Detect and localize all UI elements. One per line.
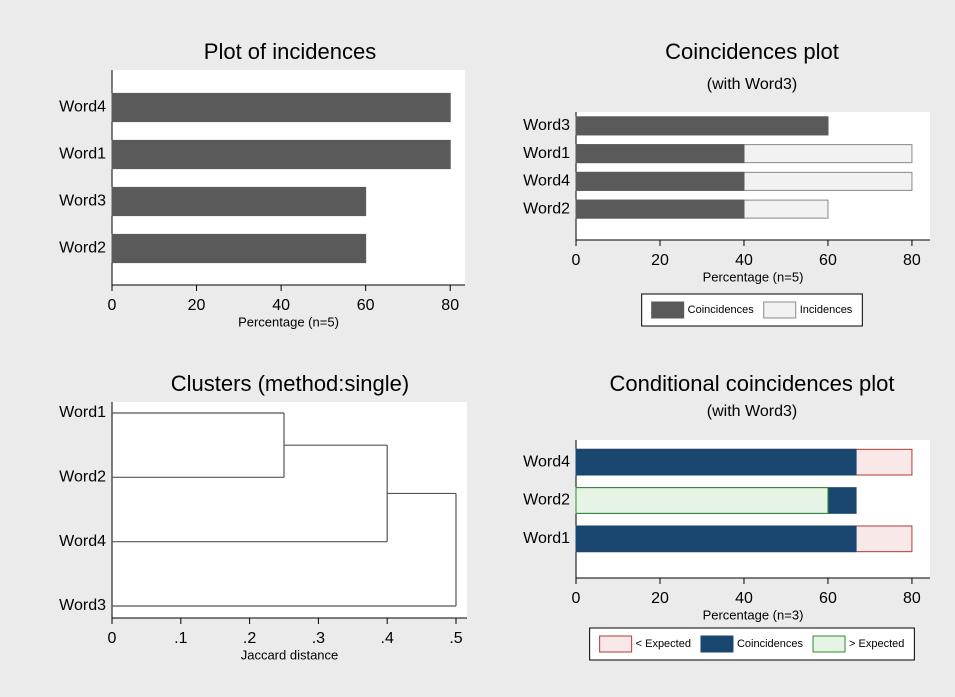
x-axis-title: Percentage (n=3): [703, 607, 804, 622]
x-tick-label: 40: [272, 297, 290, 314]
y-tick-label: Word3: [59, 193, 106, 210]
y-tick-label: Word4: [59, 533, 106, 550]
bar: [111, 92, 451, 123]
x-tick-label: .3: [312, 630, 325, 647]
x-tick-label: 40: [735, 590, 753, 607]
legend-swatch: [700, 635, 734, 653]
y-tick-label: Word1: [59, 146, 106, 163]
y-tick-label: Word3: [523, 117, 570, 134]
x-axis-title: Percentage (n=5): [238, 314, 339, 329]
x-tick-label: 20: [651, 252, 669, 269]
x-tick-label: 0: [572, 590, 581, 607]
x-tick-label: 80: [903, 590, 921, 607]
bar: [111, 139, 451, 170]
y-tick-label: Word1: [59, 404, 106, 421]
y-tick-label: Word4: [59, 99, 106, 116]
x-tick-label: 20: [188, 297, 206, 314]
y-tick-label: Word1: [523, 145, 570, 162]
x-tick-label: 60: [357, 297, 375, 314]
bar: [111, 233, 367, 264]
legend: [589, 627, 915, 661]
legend-swatch: [812, 635, 846, 653]
bar: [575, 171, 745, 191]
y-tick-label: Word1: [523, 530, 570, 547]
x-tick-label: 80: [903, 252, 921, 269]
x-tick-label: 40: [735, 252, 753, 269]
y-tick-label: Word3: [59, 597, 106, 614]
legend-label: < Expected: [636, 638, 691, 650]
legend-swatch: [763, 301, 797, 319]
x-tick-label: 20: [651, 590, 669, 607]
chart-subtitle: (with Word3): [707, 403, 797, 420]
x-tick-label: 0: [108, 297, 117, 314]
x-tick-label: 0: [572, 252, 581, 269]
bar: [575, 525, 857, 553]
bar: [575, 448, 857, 476]
y-tick-label: Word2: [523, 492, 570, 509]
chart-title: Coincidences plot: [665, 39, 839, 64]
legend-label: > Expected: [849, 638, 904, 650]
legend-label: Incidences: [800, 304, 853, 316]
x-tick-label: 60: [819, 590, 837, 607]
x-axis-title: Percentage (n=5): [703, 269, 804, 284]
x-tick-label: .1: [174, 630, 187, 647]
x-tick-label: 0: [108, 630, 117, 647]
y-tick-label: Word2: [59, 469, 106, 486]
bar: [575, 116, 829, 136]
chart-title: Conditional coincidences plot: [610, 371, 895, 396]
bar: [575, 487, 829, 514]
y-tick-label: Word2: [59, 240, 106, 257]
bar: [111, 186, 367, 217]
chart-title: Clusters (method:single): [171, 371, 409, 396]
y-tick-label: Word4: [523, 453, 570, 470]
x-tick-label: 60: [819, 252, 837, 269]
legend-swatch: [599, 635, 633, 653]
bar: [575, 199, 745, 219]
chart-title: Plot of incidences: [204, 39, 376, 64]
x-tick-label: .4: [381, 630, 394, 647]
x-tick-label: .2: [243, 630, 256, 647]
bar: [575, 144, 745, 164]
legend-label: Coincidences: [688, 304, 755, 316]
y-tick-label: Word2: [523, 200, 570, 217]
x-axis-title: Jaccard distance: [241, 647, 339, 662]
y-tick-label: Word4: [523, 173, 570, 190]
x-tick-label: .5: [449, 630, 462, 647]
chart-subtitle: (with Word3): [707, 76, 797, 93]
legend-swatch: [651, 301, 685, 319]
plot-area: [112, 402, 467, 618]
x-tick-label: 80: [441, 297, 459, 314]
legend-label: Coincidences: [737, 638, 804, 650]
